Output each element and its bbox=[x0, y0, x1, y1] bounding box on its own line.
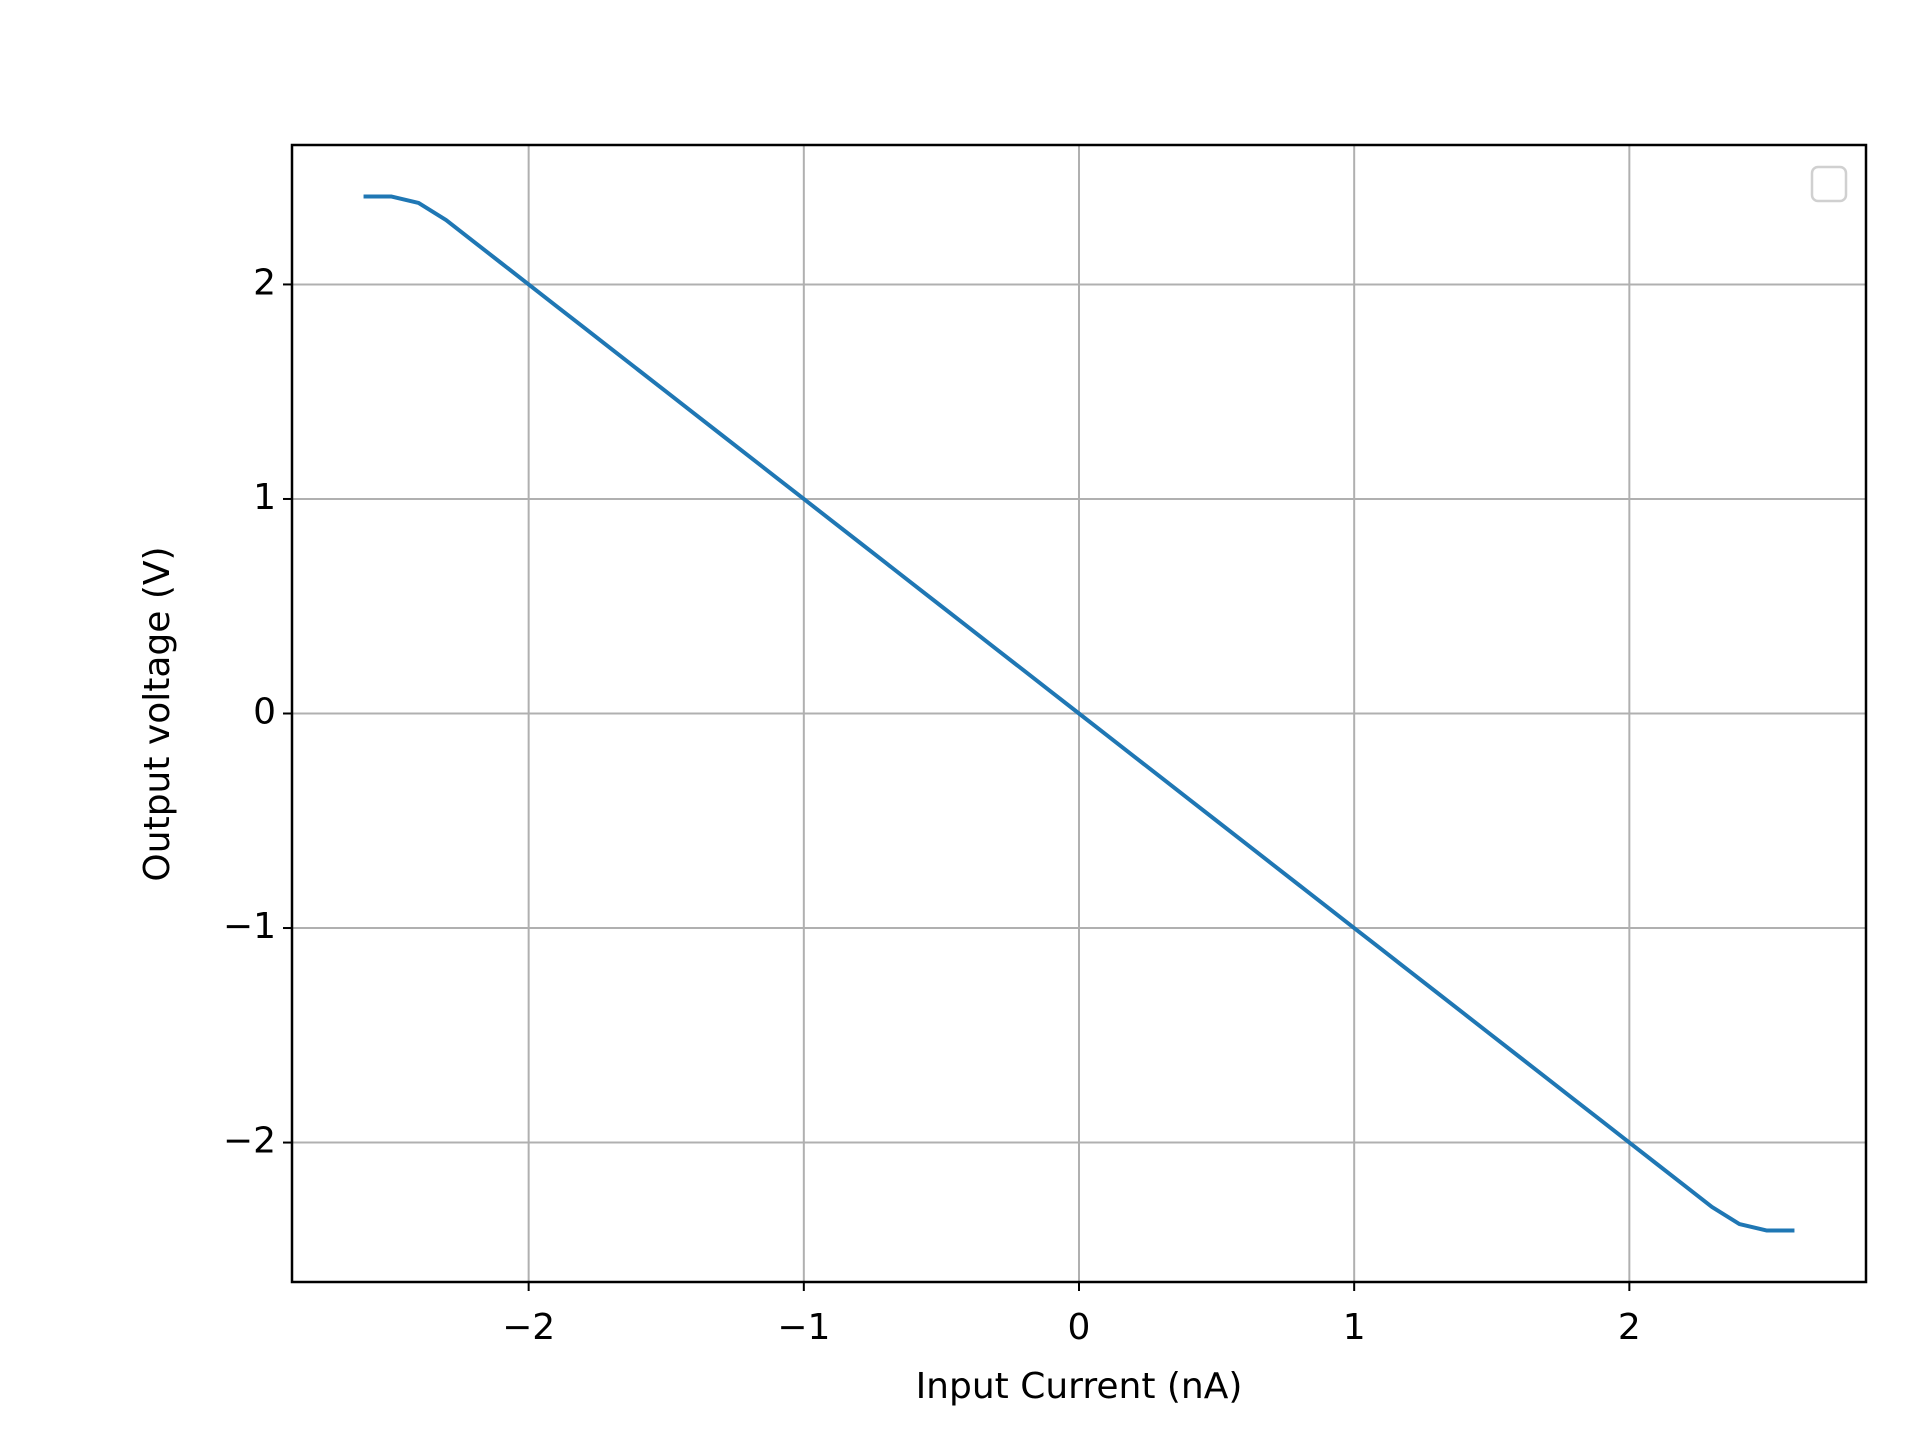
x-tick-label: −2 bbox=[502, 1307, 555, 1348]
line bbox=[363, 194, 1795, 1233]
y-tick-label: −1 bbox=[223, 906, 276, 947]
y-axis-label: Output voltage (V) bbox=[137, 546, 178, 881]
x-tick-label: 1 bbox=[1343, 1307, 1366, 1348]
x-axis-label: Input Current (nA) bbox=[916, 1366, 1243, 1407]
y-tick-label: −2 bbox=[223, 1121, 276, 1162]
x-tick-label: 0 bbox=[1068, 1307, 1091, 1348]
y-tick-label: 2 bbox=[253, 262, 276, 303]
plot-frame bbox=[290, 143, 1868, 1284]
y-tick-label: 1 bbox=[253, 477, 276, 518]
y-tick-label: 0 bbox=[253, 692, 276, 733]
x-tick-label: 2 bbox=[1618, 1307, 1641, 1348]
legend bbox=[1810, 165, 1848, 203]
x-tick-label: −1 bbox=[777, 1307, 830, 1348]
